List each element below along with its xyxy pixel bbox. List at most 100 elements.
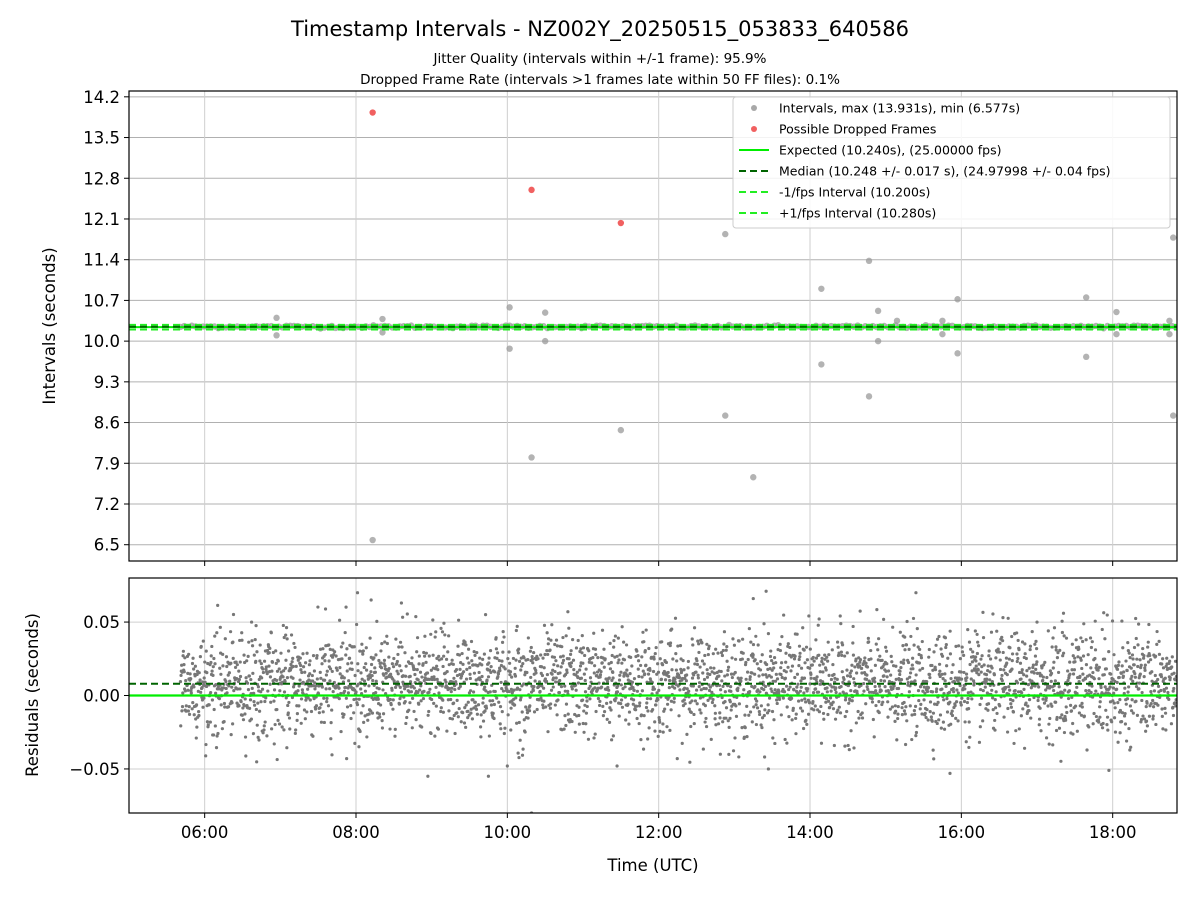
residual-point bbox=[521, 747, 525, 751]
residual-point bbox=[716, 651, 720, 655]
residual-point bbox=[730, 675, 734, 680]
residual-point bbox=[554, 659, 558, 663]
residual-point bbox=[943, 672, 947, 676]
residual-point bbox=[970, 669, 974, 673]
residual-point bbox=[578, 664, 583, 668]
residual-point bbox=[473, 653, 477, 657]
residual-point bbox=[967, 720, 971, 724]
residual-point bbox=[1005, 730, 1010, 734]
residual-point bbox=[855, 689, 859, 693]
residual-point bbox=[349, 704, 353, 708]
residual-point bbox=[524, 705, 528, 709]
residual-point bbox=[288, 727, 292, 731]
residual-point bbox=[610, 678, 614, 683]
residual-point bbox=[276, 718, 280, 722]
residual-point bbox=[867, 640, 871, 644]
residual-point bbox=[330, 708, 334, 712]
residual-point bbox=[323, 678, 327, 682]
residual-point bbox=[267, 651, 271, 655]
residual-point bbox=[1112, 653, 1116, 657]
residual-point bbox=[464, 677, 469, 681]
residual-point bbox=[457, 618, 461, 622]
residual-point bbox=[686, 666, 690, 670]
residual-point bbox=[413, 672, 417, 677]
residual-point bbox=[387, 667, 391, 671]
residual-point bbox=[890, 705, 894, 709]
residual-point bbox=[850, 699, 854, 703]
residual-point bbox=[355, 703, 360, 707]
residual-point bbox=[1077, 647, 1081, 651]
residual-point bbox=[821, 711, 826, 716]
residual-point bbox=[883, 685, 887, 689]
residual-point bbox=[923, 711, 927, 715]
residual-point bbox=[1055, 715, 1059, 720]
residual-point bbox=[469, 711, 473, 715]
residual-point bbox=[518, 698, 523, 702]
residual-point bbox=[1035, 647, 1039, 651]
residual-point bbox=[617, 678, 622, 682]
residual-point bbox=[268, 682, 272, 686]
residual-point bbox=[814, 656, 819, 660]
residual-point bbox=[702, 677, 707, 682]
residual-point bbox=[1080, 705, 1084, 709]
residual-point bbox=[512, 703, 517, 707]
residual-point bbox=[356, 669, 360, 673]
residual-point bbox=[584, 711, 589, 715]
residual-point bbox=[893, 719, 897, 723]
residual-point bbox=[554, 638, 559, 642]
residual-point bbox=[860, 716, 865, 720]
residual-point bbox=[614, 696, 618, 700]
residual-point bbox=[991, 696, 995, 700]
residual-point bbox=[528, 649, 533, 653]
residual-point bbox=[911, 616, 916, 621]
residual-point bbox=[245, 681, 250, 685]
residual-point bbox=[814, 687, 818, 691]
residual-point bbox=[976, 644, 981, 648]
residual-point bbox=[744, 677, 748, 681]
residual-point bbox=[755, 662, 759, 666]
residual-point bbox=[663, 678, 668, 682]
residual-point bbox=[224, 655, 229, 659]
residual-point bbox=[1030, 684, 1035, 688]
residual-point bbox=[381, 688, 385, 692]
residual-point bbox=[489, 665, 493, 669]
residual-point bbox=[1123, 686, 1127, 690]
residual-point bbox=[209, 654, 213, 658]
residual-point bbox=[225, 664, 229, 669]
residual-point bbox=[741, 651, 745, 655]
residual-point bbox=[420, 675, 424, 679]
residual-point bbox=[255, 650, 259, 654]
residual-point bbox=[1122, 714, 1127, 718]
residual-point bbox=[644, 705, 649, 710]
residual-point bbox=[565, 668, 569, 672]
residual-point bbox=[744, 660, 748, 665]
residual-point bbox=[573, 730, 577, 734]
residual-point bbox=[494, 647, 499, 651]
residual-point bbox=[440, 684, 444, 688]
residual-point bbox=[254, 624, 258, 628]
residual-point bbox=[369, 662, 374, 667]
residual-point bbox=[373, 666, 377, 670]
residual-point bbox=[444, 680, 448, 684]
residual-point bbox=[682, 668, 686, 672]
residual-point bbox=[615, 654, 619, 658]
residual-point bbox=[410, 656, 414, 660]
residual-point bbox=[407, 708, 411, 712]
residual-point bbox=[186, 709, 190, 713]
residual-point bbox=[772, 666, 776, 670]
residual-point bbox=[977, 740, 982, 744]
residual-point bbox=[280, 725, 284, 729]
residual-point bbox=[295, 712, 300, 716]
residual-point bbox=[277, 667, 281, 671]
residual-point bbox=[1016, 690, 1021, 694]
residual-point bbox=[545, 649, 549, 653]
residual-point bbox=[567, 626, 571, 630]
residual-point bbox=[442, 621, 446, 625]
residual-point bbox=[959, 670, 963, 674]
residual-point bbox=[835, 640, 840, 644]
residual-point bbox=[498, 705, 503, 709]
residual-point bbox=[210, 669, 214, 673]
residual-point bbox=[1160, 662, 1164, 666]
residual-point bbox=[219, 703, 223, 707]
residual-point bbox=[1143, 663, 1147, 667]
